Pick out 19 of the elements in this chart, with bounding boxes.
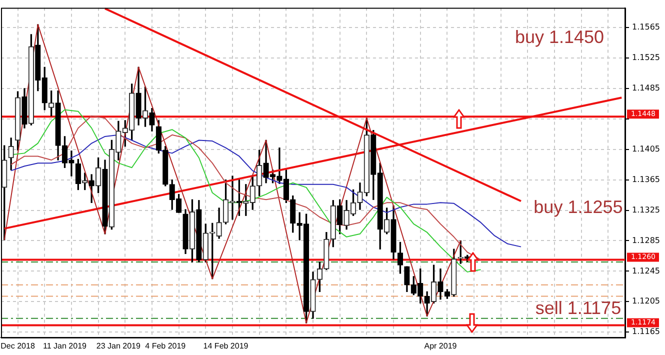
y-tick-label: 1.1365 (632, 174, 660, 184)
y-tick-label: 1.1245 (632, 266, 660, 276)
y-tick-label: 1.1565 (632, 22, 660, 32)
x-tick-label: 23 Jan 2019 (96, 341, 141, 350)
y-tick-label: 1.1165 (632, 327, 660, 336)
x-tick-label: 4 Feb 2019 (145, 341, 186, 350)
x-tick-label: Dec 2018 (0, 341, 36, 350)
y-tick-label: 1.1285 (632, 236, 660, 245)
y-tick-label: 1.1525 (632, 53, 660, 62)
x-tick-label: Apr 2019 (424, 341, 458, 350)
y-tick-label: 1.1205 (632, 296, 660, 306)
y-tick-label: 1.1485 (632, 84, 660, 93)
y-tick-label: 1.1405 (632, 144, 660, 154)
y-tick-label: 1.1325 (632, 205, 660, 214)
x-tick-label: 11 Jan 2019 (43, 341, 88, 350)
annotation: sell 1.1175 (535, 298, 622, 318)
annotation: buy 1.1255 (534, 196, 623, 217)
x-tick-label: 14 Feb 2019 (203, 341, 249, 350)
annotation: buy 1.1450 (514, 26, 604, 47)
